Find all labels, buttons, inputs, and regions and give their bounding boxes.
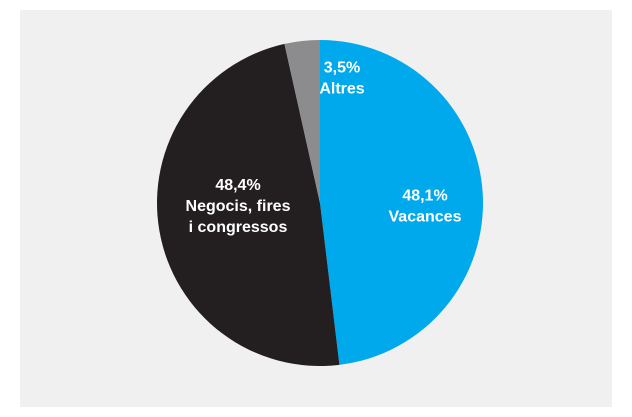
slice-label-2: 3,5% Altres — [319, 60, 364, 98]
slice-percent-label: 48,1% — [402, 188, 447, 205]
pie-chart: 48,1% Vacances 48,4% Negocis, fires i congre… — [157, 40, 483, 366]
slice-category-label: i congressos — [189, 219, 288, 236]
slice-category-label: Vacances — [389, 209, 462, 226]
slice-percent-label: 48,4% — [215, 177, 260, 194]
slice-percent-label: 3,5% — [324, 60, 360, 77]
slice-category-label: Negocis, fires — [186, 198, 291, 215]
chart-panel: 48,1% Vacances 48,4% Negocis, fires i congre… — [20, 10, 612, 407]
pie-slice-1 — [157, 43, 340, 366]
pie-slice-2 — [284, 40, 320, 203]
slice-category-label: Altres — [319, 81, 364, 98]
pie-slice-0 — [320, 40, 483, 365]
slice-label-0: 48,1% Vacances — [389, 188, 462, 226]
slice-label-1: 48,4% Negocis, fires i congressos — [186, 177, 291, 236]
